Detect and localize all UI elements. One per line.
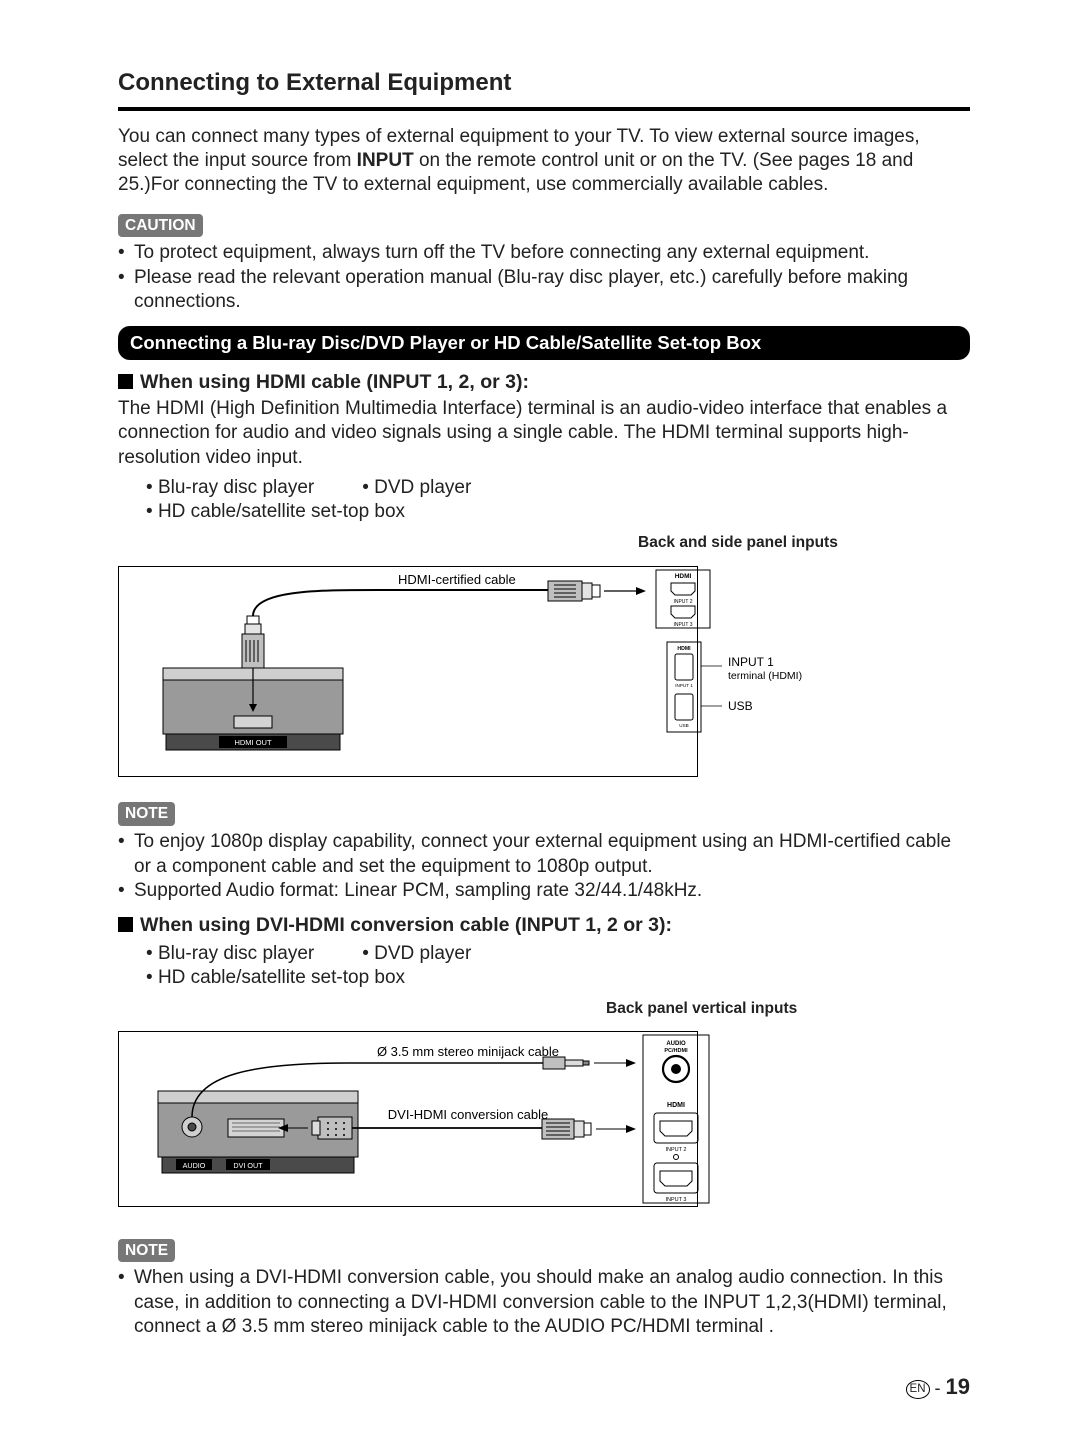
svg-text:PC/HDMI: PC/HDMI [664, 1048, 688, 1054]
svg-text:terminal (HDMI): terminal (HDMI) [728, 670, 802, 682]
caution-item: Please read the relevant operation manua… [134, 266, 970, 315]
note-item: To enjoy 1080p display capability, conne… [134, 830, 970, 879]
bullet-icon: • [118, 1266, 134, 1339]
square-icon [118, 917, 133, 932]
svg-text:INPUT 3: INPUT 3 [673, 622, 692, 628]
note-badge-1: NOTE [118, 802, 175, 826]
section-heading-bar: Connecting a Blu-ray Disc/DVD Player or … [118, 326, 970, 360]
device-item: Blu-ray disc player [158, 943, 314, 964]
svg-text:AUDIO: AUDIO [183, 1161, 206, 1170]
bullet-icon: • [146, 477, 158, 498]
page-footer: EN - 19 [118, 1373, 970, 1401]
bullet-icon: • [146, 967, 158, 988]
bullet-icon: • [118, 830, 134, 879]
svg-text:INPUT 2: INPUT 2 [666, 1147, 687, 1153]
svg-text:INPUT 1: INPUT 1 [675, 683, 693, 688]
note1-list: •To enjoy 1080p display capability, conn… [118, 830, 970, 903]
device-list-2: • Blu-ray disc player• DVD player • HD c… [146, 942, 970, 991]
note2-list: •When using a DVI-HDMI conversion cable,… [118, 1266, 970, 1339]
svg-text:DVI-HDMI conversion cable: DVI-HDMI conversion cable [388, 1107, 548, 1122]
intro-paragraph: You can connect many types of external e… [118, 125, 970, 198]
svg-text:INPUT 1: INPUT 1 [728, 655, 774, 669]
footer-dash: - [930, 1378, 946, 1398]
bullet-icon: • [146, 501, 158, 522]
device-item: HD cable/satellite set-top box [158, 967, 405, 988]
caution-item: To protect equipment, always turn off th… [134, 241, 970, 265]
bullet-icon: • [118, 879, 134, 903]
svg-text:DVI OUT: DVI OUT [233, 1161, 263, 1170]
note-badge-2: NOTE [118, 1239, 175, 1263]
svg-text:AUDIO: AUDIO [666, 1041, 686, 1047]
subheading-hdmi: When using HDMI cable (INPUT 1, 2, or 3)… [118, 370, 970, 395]
bullet-icon: • [362, 943, 374, 964]
diagram-dvi-svg: AUDIO DVI OUT Ø 3.5 mm stereo minijack c… [118, 1023, 968, 1223]
device-item: DVD player [374, 477, 471, 498]
svg-text:USB: USB [679, 723, 688, 728]
svg-text:INPUT 2: INPUT 2 [673, 599, 692, 605]
svg-text:INPUT 3: INPUT 3 [666, 1197, 687, 1203]
diagram-dvi: Back panel vertical inputs AUDIO DVI OUT [118, 999, 970, 1223]
bullet-icon: • [362, 477, 374, 498]
bullet-icon: • [118, 241, 134, 265]
svg-text:HDMI: HDMI [675, 573, 692, 580]
svg-text:HDMI-certified cable: HDMI-certified cable [398, 572, 516, 587]
subheading-dvi: When using DVI-HDMI conversion cable (IN… [118, 913, 970, 938]
note-item: When using a DVI-HDMI conversion cable, … [134, 1266, 970, 1339]
diagram-hdmi: Back and side panel inputs HDMI OUT HDM [118, 533, 970, 787]
svg-text:HDMI: HDMI [677, 646, 691, 652]
caution-list: •To protect equipment, always turn off t… [118, 241, 970, 314]
bullet-icon: • [118, 266, 134, 315]
diagram-hdmi-svg: HDMI OUT HDMI-certified cable [118, 556, 968, 786]
page-number: 19 [946, 1374, 970, 1399]
svg-text:HDMI: HDMI [667, 1102, 685, 1109]
intro-bold: INPUT [357, 150, 414, 171]
panel-caption-1: Back and side panel inputs [638, 533, 970, 553]
bullet-icon: • [146, 943, 158, 964]
svg-text:USB: USB [728, 699, 753, 713]
subheading-text: When using DVI-HDMI conversion cable (IN… [140, 914, 672, 936]
device-item: Blu-ray disc player [158, 477, 314, 498]
page-title: Connecting to External Equipment [118, 68, 970, 99]
subheading-text: When using HDMI cable (INPUT 1, 2, or 3)… [140, 371, 529, 393]
note-item: Supported Audio format: Linear PCM, samp… [134, 879, 970, 903]
panel-caption-2: Back panel vertical inputs [606, 999, 970, 1019]
device-item: DVD player [374, 943, 471, 964]
device-list-1: • Blu-ray disc player• DVD player • HD c… [146, 476, 970, 525]
device-item: HD cable/satellite set-top box [158, 501, 405, 522]
hdmi-body: The HDMI (High Definition Multimedia Int… [118, 397, 970, 470]
lang-badge: EN [906, 1380, 930, 1399]
square-icon [118, 374, 133, 389]
svg-text:HDMI OUT: HDMI OUT [234, 738, 271, 747]
svg-text:Ø 3.5 mm stereo minijack cable: Ø 3.5 mm stereo minijack cable [377, 1044, 559, 1059]
title-rule [118, 107, 970, 111]
caution-badge: CAUTION [118, 214, 203, 238]
